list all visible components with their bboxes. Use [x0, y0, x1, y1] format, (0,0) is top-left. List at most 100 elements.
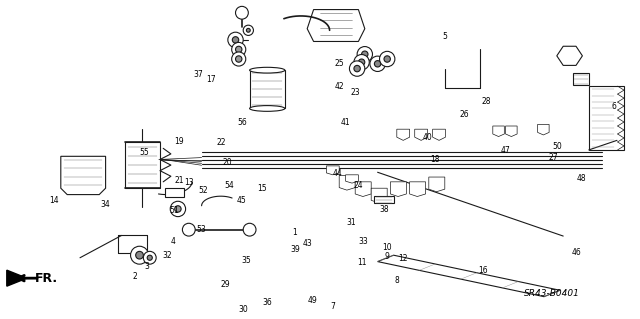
Text: 39: 39 — [291, 245, 301, 254]
Circle shape — [362, 51, 368, 57]
Text: 34: 34 — [100, 200, 111, 209]
Text: 28: 28 — [482, 97, 491, 106]
Text: FR.: FR. — [35, 272, 58, 285]
Circle shape — [354, 65, 360, 72]
Circle shape — [136, 251, 143, 259]
Text: 12: 12 — [399, 254, 408, 263]
Text: 18: 18 — [431, 155, 440, 164]
Text: 2: 2 — [132, 272, 137, 281]
Polygon shape — [250, 70, 285, 108]
Text: 46: 46 — [571, 248, 581, 256]
Text: 27: 27 — [548, 153, 559, 162]
Text: 9: 9 — [385, 252, 390, 261]
Text: 22: 22 — [216, 138, 225, 147]
Circle shape — [358, 59, 365, 65]
Text: 26: 26 — [459, 110, 469, 119]
Polygon shape — [390, 182, 406, 197]
Text: 19: 19 — [174, 137, 184, 146]
Text: 17: 17 — [206, 75, 216, 84]
Text: 30: 30 — [238, 305, 248, 314]
Text: 55: 55 — [139, 148, 149, 157]
Circle shape — [147, 255, 152, 260]
Text: 16: 16 — [478, 266, 488, 275]
Text: 37: 37 — [193, 70, 204, 78]
Polygon shape — [557, 46, 582, 65]
Text: 49: 49 — [307, 296, 317, 305]
Text: 54: 54 — [224, 181, 234, 189]
Text: 52: 52 — [198, 186, 209, 195]
Text: 13: 13 — [184, 178, 194, 187]
Polygon shape — [346, 175, 358, 183]
Circle shape — [170, 201, 186, 217]
Circle shape — [232, 52, 246, 66]
Text: 8: 8 — [394, 276, 399, 285]
Polygon shape — [378, 255, 560, 297]
Text: 47: 47 — [500, 146, 511, 155]
Text: 42: 42 — [334, 82, 344, 91]
Text: 11: 11 — [357, 258, 366, 267]
Polygon shape — [326, 166, 339, 175]
Text: 48: 48 — [576, 174, 586, 183]
Text: 24: 24 — [353, 181, 364, 190]
Text: 25: 25 — [334, 59, 344, 68]
Text: 45: 45 — [237, 197, 247, 205]
Circle shape — [232, 42, 246, 56]
Polygon shape — [493, 126, 504, 137]
Text: 36: 36 — [262, 298, 273, 307]
Polygon shape — [573, 73, 589, 85]
Text: 56: 56 — [237, 118, 247, 127]
Text: 15: 15 — [257, 184, 268, 193]
Text: 23: 23 — [350, 88, 360, 97]
Circle shape — [380, 51, 395, 67]
Text: 7: 7 — [330, 302, 335, 311]
Text: 33: 33 — [358, 237, 369, 246]
Circle shape — [232, 37, 239, 43]
Polygon shape — [339, 175, 355, 190]
Polygon shape — [415, 129, 428, 140]
Circle shape — [374, 61, 381, 67]
Text: 53: 53 — [196, 225, 207, 234]
Polygon shape — [125, 142, 160, 188]
Polygon shape — [355, 182, 371, 197]
Ellipse shape — [250, 106, 285, 111]
Polygon shape — [410, 182, 426, 197]
Circle shape — [246, 28, 250, 32]
Polygon shape — [538, 124, 549, 135]
Polygon shape — [429, 177, 445, 192]
Bar — [165, 188, 184, 197]
Text: SR43-B0401: SR43-B0401 — [524, 289, 580, 298]
Circle shape — [243, 223, 256, 236]
Text: 32: 32 — [163, 251, 173, 260]
Circle shape — [236, 6, 248, 19]
Circle shape — [236, 56, 242, 62]
Polygon shape — [371, 188, 387, 203]
Circle shape — [349, 61, 365, 76]
Text: 4: 4 — [170, 237, 175, 246]
Circle shape — [175, 206, 181, 212]
Polygon shape — [589, 86, 624, 150]
Ellipse shape — [250, 67, 285, 73]
Circle shape — [143, 251, 156, 264]
Text: 41: 41 — [340, 118, 351, 127]
Text: 43: 43 — [302, 239, 312, 248]
Text: 31: 31 — [346, 218, 356, 227]
Polygon shape — [307, 10, 365, 41]
Text: 14: 14 — [49, 197, 60, 205]
Text: 20: 20 — [222, 158, 232, 167]
Text: 38: 38 — [379, 205, 389, 214]
Circle shape — [357, 47, 372, 62]
Bar — [374, 196, 394, 203]
Polygon shape — [397, 129, 410, 140]
Text: 1: 1 — [292, 228, 297, 237]
Circle shape — [182, 223, 195, 236]
Polygon shape — [506, 126, 517, 137]
Text: 35: 35 — [241, 256, 252, 265]
Text: 29: 29 — [220, 280, 230, 289]
Polygon shape — [433, 129, 445, 140]
Text: 51: 51 — [169, 206, 179, 215]
Text: 40: 40 — [422, 133, 433, 142]
Text: 10: 10 — [382, 243, 392, 252]
Polygon shape — [61, 156, 106, 195]
Circle shape — [370, 56, 385, 71]
Circle shape — [243, 25, 253, 35]
